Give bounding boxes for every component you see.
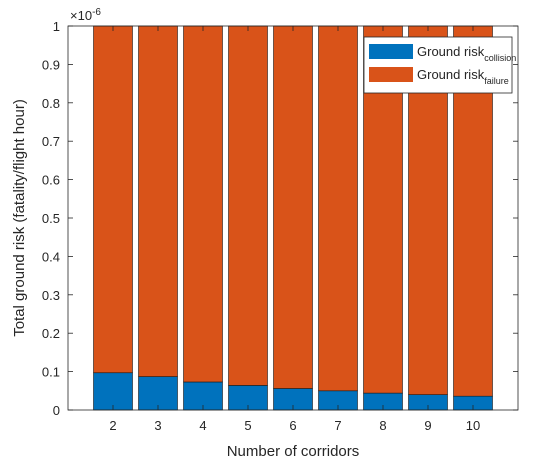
x-tick-label: 6	[289, 418, 296, 433]
y-tick-label: 0.1	[42, 365, 60, 380]
y-tick-label: 0.2	[42, 326, 60, 341]
bar-failure-3	[138, 25, 178, 377]
axes-group: 0 0.1 0.2 0.3 0.4 0.5 0.6 0.7 0.8 0.9 1 2 3 4 5 6 7 8 9 10	[42, 19, 519, 433]
y-tick-label: 0	[53, 403, 60, 418]
x-tick-label: 5	[244, 418, 251, 433]
bar-collision-3	[138, 376, 178, 411]
y-tick-label: 0.3	[42, 288, 60, 303]
x-tick-label: 2	[109, 418, 116, 433]
y-tick-label: 0.9	[42, 57, 60, 72]
bars-group	[93, 25, 493, 411]
y-exponent-label: ×10-6	[70, 7, 101, 23]
x-axis-label: Number of corridors	[227, 443, 360, 460]
legend: Ground riskcollision Ground riskfailure	[363, 36, 516, 94]
legend-subscript-collision: collision	[484, 53, 516, 63]
y-tick-label: 0.5	[42, 211, 60, 226]
bar-failure-6	[273, 25, 313, 389]
bar-failure-4	[183, 25, 223, 383]
legend-swatch-failure	[369, 67, 413, 82]
legend-swatch-collision	[369, 44, 413, 59]
bar-failure-2	[93, 25, 133, 374]
y-tick-label: 0.7	[42, 134, 60, 149]
legend-label-collision: Ground riskcollision	[417, 44, 516, 63]
x-tick-label: 10	[466, 418, 480, 433]
y-exponent-superscript: -6	[92, 7, 101, 18]
y-tick-label: 0.8	[42, 96, 60, 111]
x-tick-label: 3	[154, 418, 161, 433]
x-tick-label: 9	[424, 418, 431, 433]
bar-failure-5	[228, 25, 268, 386]
bar-failure-7	[318, 25, 358, 392]
x-tick-label: 4	[199, 418, 206, 433]
legend-label-failure: Ground riskfailure	[417, 67, 509, 86]
y-tick-label: 0.6	[42, 173, 60, 188]
x-tick-label: 7	[334, 418, 341, 433]
legend-subscript-failure: failure	[484, 76, 509, 86]
y-tick-label: 0.4	[42, 249, 60, 264]
bar-collision-2	[93, 372, 133, 411]
y-tick-label: 1	[53, 19, 60, 34]
y-axis-label: Total ground risk (fatality/flight hour)	[11, 99, 28, 337]
x-tick-label: 8	[379, 418, 386, 433]
